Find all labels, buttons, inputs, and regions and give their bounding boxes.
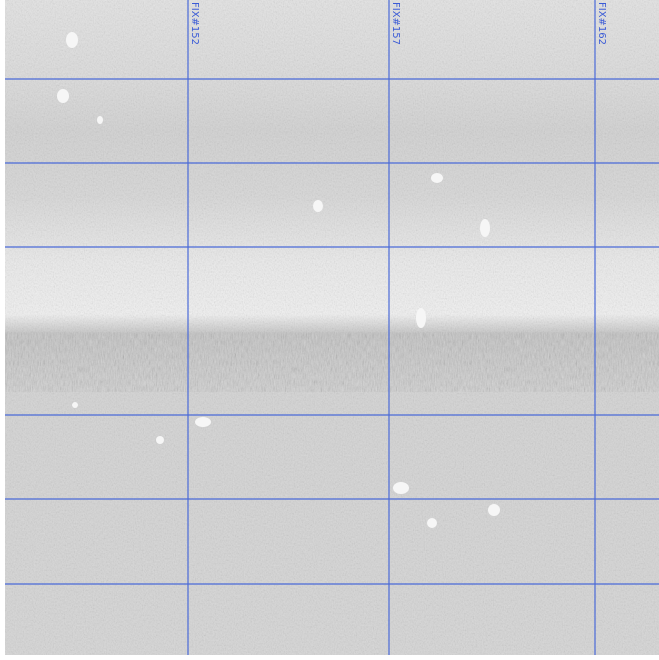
sonar-image: FIX#152 FIX#157 FIX#162 (0, 0, 659, 660)
fix-label: FIX#157 (390, 2, 401, 45)
fix-label: FIX#152 (189, 2, 200, 45)
fix-label: FIX#162 (596, 2, 607, 45)
sonar-background (5, 0, 659, 655)
